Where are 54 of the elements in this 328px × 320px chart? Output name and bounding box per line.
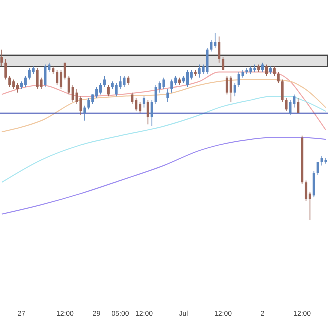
candlestick [265, 64, 268, 76]
candlestick [226, 76, 229, 96]
candlestick [84, 106, 86, 122]
candlestick [285, 98, 288, 112]
candlestick [210, 40, 213, 52]
candlestick [222, 56, 225, 71]
candlestick [297, 98, 300, 114]
candlestick [127, 76, 130, 86]
candlestick [170, 79, 174, 94]
candlestick [289, 100, 292, 116]
candlestick [103, 76, 106, 88]
candlestick [166, 88, 170, 103]
candlestick [99, 83, 102, 96]
candlestick [16, 83, 20, 94]
candlestick [107, 84, 110, 97]
candlestick [277, 72, 280, 84]
candlestick [135, 98, 138, 112]
candlestick [254, 64, 256, 73]
candlestick [146, 100, 150, 126]
candlestick [154, 84, 158, 104]
candlestick [162, 77, 166, 90]
candlestick [36, 68, 39, 90]
candlestick [214, 32, 217, 48]
candlestick [320, 156, 324, 166]
candlestick [139, 102, 142, 114]
candlestick [206, 48, 209, 75]
candlestick [150, 100, 154, 127]
candlestick [238, 72, 240, 88]
candlestick [12, 79, 16, 90]
candlestick [96, 86, 98, 99]
candlestick [273, 66, 276, 76]
candlestick [0, 49, 4, 68]
candlestick [88, 98, 90, 110]
candlestick [198, 64, 201, 78]
candlestick [44, 64, 47, 88]
candlestick [56, 70, 59, 86]
candlestick [142, 96, 146, 108]
candlestick [4, 58, 8, 80]
candlestick [316, 162, 320, 176]
candlestick [230, 76, 232, 103]
candlestick [281, 79, 284, 103]
candlestick [312, 170, 316, 198]
candlestick [80, 96, 82, 116]
candlestick [174, 76, 178, 86]
candlestick [218, 36, 221, 64]
candlestick [24, 76, 27, 88]
candlestick [262, 62, 264, 73]
candlestick [304, 180, 308, 202]
candlestick [8, 76, 12, 88]
candlestick [234, 83, 236, 97]
candlestick [28, 68, 31, 80]
candlestick [186, 70, 189, 88]
candlestick [115, 83, 118, 97]
candlestick [123, 76, 126, 88]
